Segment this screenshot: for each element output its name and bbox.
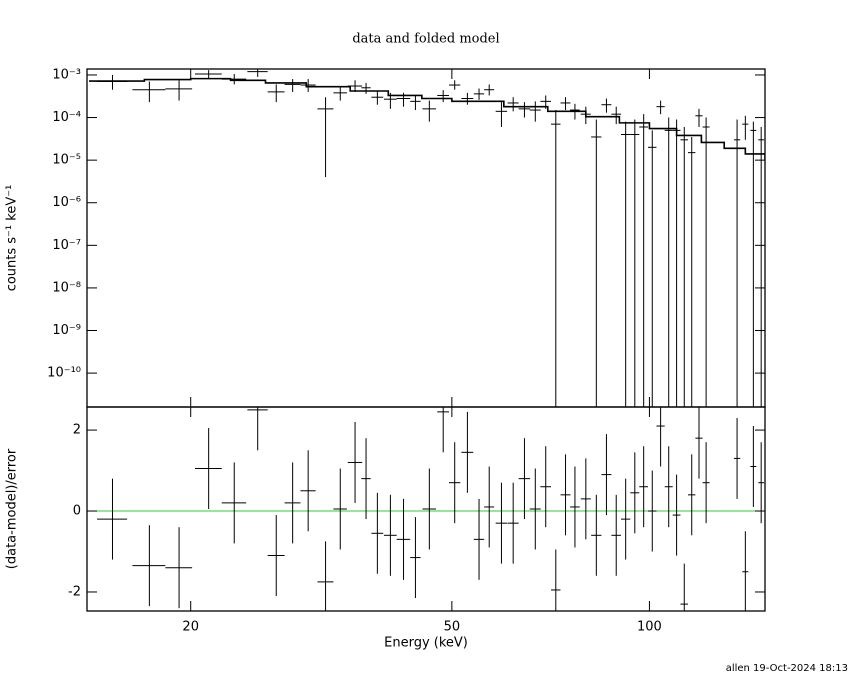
residual-y-tick-label: 2 [73,423,81,438]
residual-panel [87,407,765,611]
y-tick-label: 10⁻¹⁰ [47,366,81,381]
bottom-frame [86,406,766,612]
y-tick-label: 10⁻⁵ [52,153,81,168]
y-tick-label: 10⁻⁸ [52,280,81,295]
residual-y-tick-label: 0 [73,504,81,519]
spectrum-panel [89,69,765,407]
y-tick-label: 10⁻⁶ [52,195,81,210]
chart-title: data and folded model [352,32,499,47]
x-tick-label: 100 [637,620,662,635]
y-tick-label: 10⁻⁴ [52,110,81,125]
y-tick-label: 10⁻⁹ [52,323,81,338]
residual-axis-label: (data-model)/error [5,448,20,569]
y-tick-label: 10⁻³ [52,67,81,82]
x-tick-label: 20 [182,620,199,635]
y-tick-label: 10⁻⁷ [52,238,81,253]
x-tick-label: 50 [444,620,461,635]
top-frame [86,68,766,408]
x-axis-label: Energy (keV) [384,636,468,651]
residual-y-tick-label: -2 [68,584,81,599]
axes: 20 50 10010⁻¹⁰10⁻⁹10⁻⁸10⁻⁷10⁻⁶10⁻⁵10⁻⁴10⁻³… [47,67,765,635]
y-axis-label: counts s⁻¹ keV⁻¹ [5,185,20,292]
model-line [89,77,765,161]
footer: allen 19-Oct-2024 18:13 [726,663,848,674]
